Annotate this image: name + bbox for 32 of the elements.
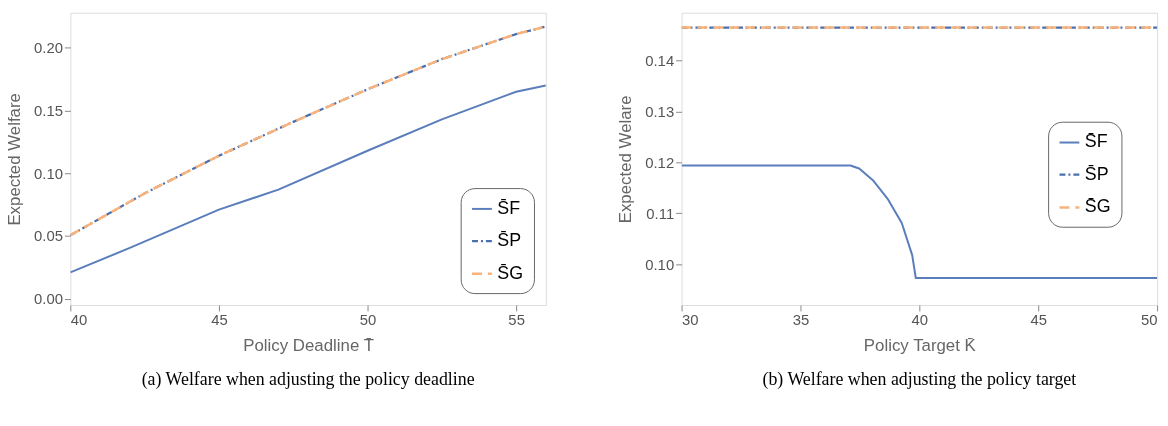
y-tick-label: 0.12	[645, 154, 675, 171]
y-tick-label: 0.10	[33, 165, 63, 182]
y-tick-label: 0.15	[33, 103, 63, 120]
y-tick-label: 0.05	[33, 228, 63, 245]
y-axis-title: Expected Welare	[616, 95, 636, 224]
y-axis-title: Expected Welfare	[5, 93, 25, 226]
x-tick-label: 40	[70, 312, 88, 329]
legend-label: S̄P	[1084, 163, 1109, 184]
text: (b) Welfare when adjusting the policy target	[762, 369, 1077, 391]
legend-label: S̄F	[497, 197, 521, 218]
y-tick-label: 0.00	[33, 291, 63, 308]
x-tick-label: 50	[1141, 312, 1158, 329]
x-tick-label: 30	[682, 312, 699, 329]
text: (a) Welfare when adjusting the policy deadline	[141, 369, 475, 391]
legend-label: S̄G	[1084, 196, 1111, 217]
x-axis-title: Policy Deadline T̄	[243, 336, 374, 356]
y-tick-label: 0.13	[645, 103, 675, 120]
x-tick-label: 55	[508, 312, 525, 329]
x-tick-label: 45	[211, 312, 228, 329]
x-tick-label: 45	[1030, 312, 1047, 329]
legend-label: S̄F	[1084, 131, 1108, 152]
y-tick-label: 0.20	[33, 40, 63, 57]
x-axis-title: Policy Target K̄	[863, 336, 977, 356]
y-tick-label: 0.11	[646, 205, 675, 222]
y-tick-label: 0.10	[645, 256, 675, 273]
y-tick-label: 0.14	[645, 53, 675, 70]
x-tick-label: 50	[359, 312, 377, 329]
x-tick-label: 40	[911, 312, 929, 329]
line-series	[681, 164, 1158, 279]
legend-label: S̄G	[497, 262, 524, 283]
legend-label: S̄P	[497, 230, 522, 251]
x-tick-label: 35	[792, 312, 810, 329]
